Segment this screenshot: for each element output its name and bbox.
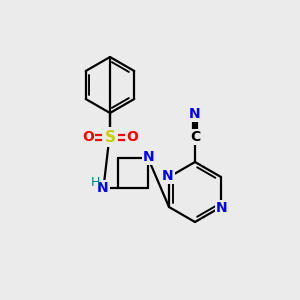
Text: N: N — [216, 201, 228, 215]
Text: C: C — [190, 130, 200, 144]
Text: N: N — [189, 107, 201, 121]
Text: S: S — [104, 130, 116, 145]
Text: N: N — [143, 150, 155, 164]
Text: N: N — [97, 181, 109, 195]
Text: N: N — [162, 169, 174, 183]
Text: O: O — [126, 130, 138, 144]
Text: H: H — [90, 176, 100, 190]
Text: O: O — [82, 130, 94, 144]
